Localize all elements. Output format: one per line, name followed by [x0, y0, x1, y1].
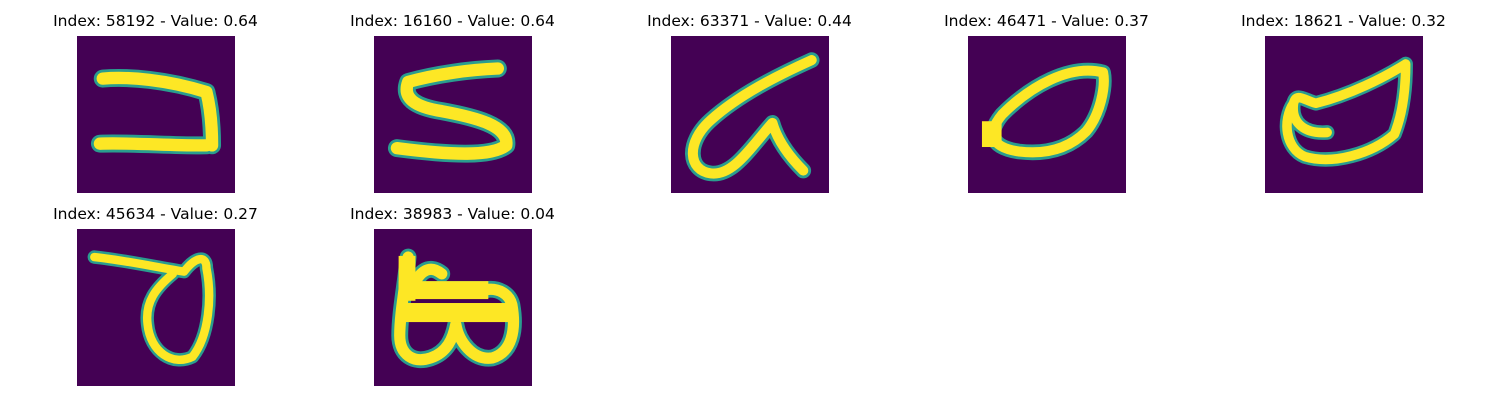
sideways-v-icon — [90, 68, 222, 155]
bowl-loop-icon — [1279, 56, 1413, 167]
image-panel-1: Index: 58192 - Value: 0.64 — [7, 9, 304, 199]
panel-title: Index: 58192 - Value: 0.64 — [53, 12, 258, 30]
b-shape-icon — [391, 248, 522, 368]
digit-image — [671, 36, 829, 193]
digit-image — [1265, 36, 1423, 193]
hook-loop-icon — [87, 250, 216, 367]
image-panel-7: Index: 38983 - Value: 0.04 — [304, 202, 601, 392]
image-panel-5: Index: 18621 - Value: 0.32 — [1195, 9, 1492, 199]
panel-title: Index: 16160 - Value: 0.64 — [350, 12, 555, 30]
digit-image — [968, 36, 1126, 193]
s-shape-icon — [387, 59, 516, 163]
digit-image — [77, 229, 235, 386]
slanted-a-icon — [685, 52, 820, 182]
panel-title: Index: 38983 - Value: 0.04 — [350, 205, 555, 223]
digit-image — [374, 229, 532, 386]
image-panel-6: Index: 45634 - Value: 0.27 — [7, 202, 304, 392]
panel-title: Index: 45634 - Value: 0.27 — [53, 205, 258, 223]
digit-image — [77, 36, 235, 193]
panel-title: Index: 46471 - Value: 0.37 — [944, 12, 1149, 30]
panel-title: Index: 63371 - Value: 0.44 — [647, 12, 852, 30]
leaf-loop-icon — [981, 62, 1112, 161]
panel-title: Index: 18621 - Value: 0.32 — [1241, 12, 1446, 30]
image-panel-2: Index: 16160 - Value: 0.64 — [304, 9, 601, 199]
image-panel-4: Index: 46471 - Value: 0.37 — [898, 9, 1195, 199]
image-panel-3: Index: 63371 - Value: 0.44 — [601, 9, 898, 199]
digit-image — [374, 36, 532, 193]
